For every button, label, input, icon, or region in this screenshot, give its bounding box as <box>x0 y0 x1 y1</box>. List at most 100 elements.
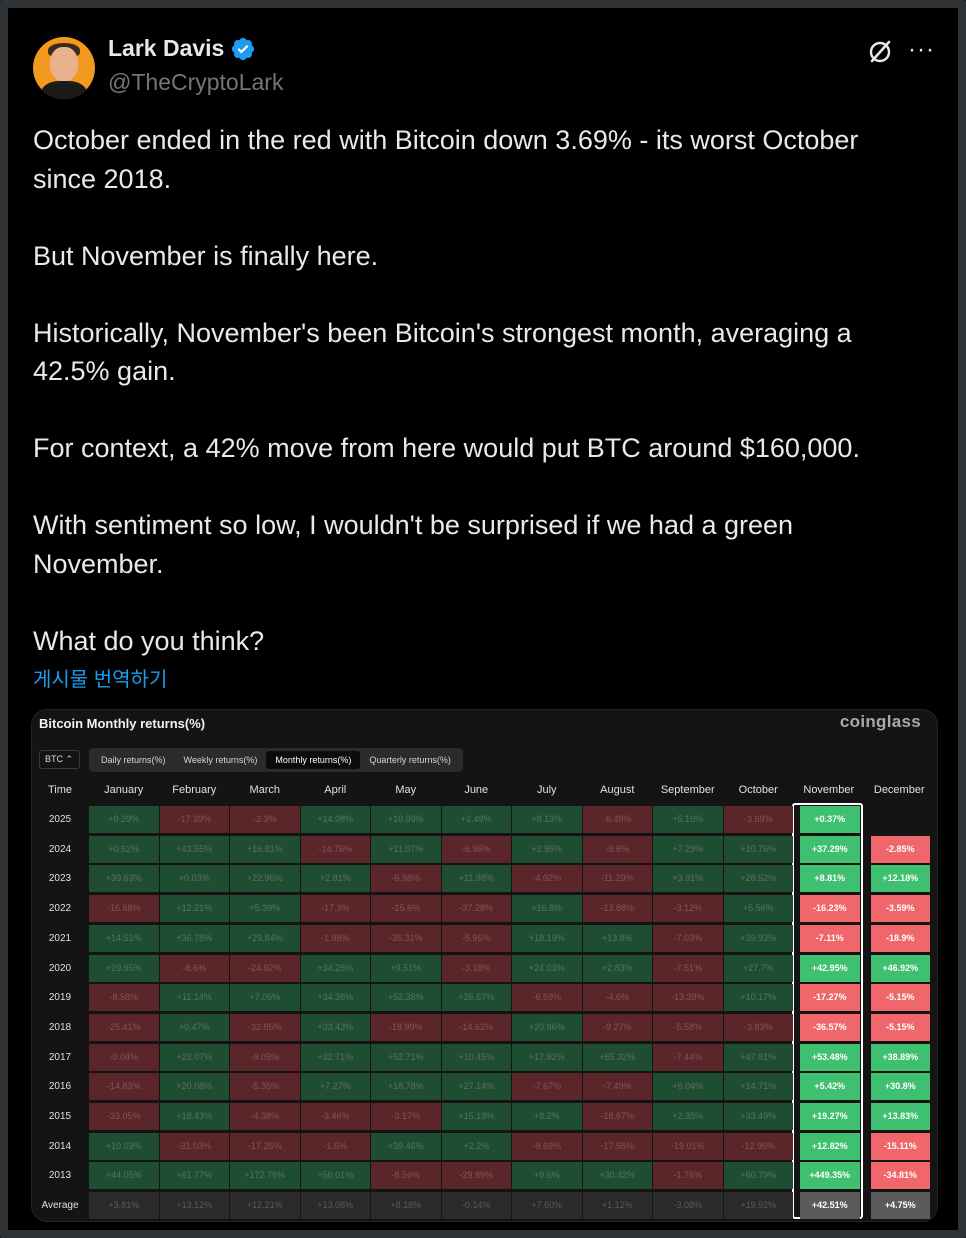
heatmap-cell: +8.2% <box>512 1103 582 1130</box>
heatmap-cell: -2.3% <box>230 806 300 833</box>
heatmap-cell: -7.11% <box>800 924 860 952</box>
row-label-2023: 2023 <box>48 873 72 885</box>
heatmap-cell: +65.32% <box>582 1043 652 1071</box>
heatmap-cell: -14.83% <box>89 1073 159 1101</box>
heatmap-cell: +30.42% <box>582 1162 652 1190</box>
row-label-2024: 2024 <box>48 843 72 855</box>
heatmap-cell: -3.69% <box>723 806 793 833</box>
heatmap-cell: -4.6% <box>582 984 652 1012</box>
heatmap-cell: +19.92% <box>723 1192 793 1220</box>
heatmap-cell: +11.07% <box>371 835 441 863</box>
heatmap-cell: -29.89% <box>441 1162 511 1190</box>
heatmap-cell: +1.12% <box>582 1192 652 1220</box>
heatmap-cell: +12.21% <box>230 1192 300 1220</box>
heatmap-cell: +29.84% <box>230 924 300 952</box>
column-header-july: July <box>536 784 557 796</box>
heatmap-cell: +0.37% <box>800 806 860 833</box>
heatmap-cell: +42.51% <box>800 1192 860 1220</box>
heatmap-cell: +61.77% <box>159 1162 229 1190</box>
heatmap-cell: +5.16% <box>653 806 723 833</box>
brand-logo: coinglass <box>839 712 921 731</box>
heatmap-cell: -8.56% <box>371 1162 441 1190</box>
heatmap-cell: +0.03% <box>159 865 229 893</box>
heatmap-cell: +3.81% <box>89 1192 159 1220</box>
heatmap-cell: -14.62% <box>441 1013 511 1041</box>
heatmap-cell: +14.08% <box>300 806 370 833</box>
heatmap-cell: -15.11% <box>870 1132 930 1160</box>
heatmap-cell: -5.15% <box>870 984 930 1012</box>
column-header-june: June <box>464 784 489 796</box>
row-label-2017: 2017 <box>48 1051 72 1063</box>
heatmap-cell: +50.01% <box>300 1162 370 1190</box>
heatmap-cell: +27.14% <box>441 1073 511 1101</box>
heatmap-cell: +13.83% <box>870 1103 930 1130</box>
heatmap-cell: -9.05% <box>230 1043 300 1071</box>
heatmap-cell: -7.67% <box>512 1073 582 1101</box>
heatmap-cell: +42.95% <box>800 954 860 982</box>
heatmap-cell: +12.21% <box>159 895 229 923</box>
heatmap-cell: +10.99% <box>371 806 441 833</box>
tab-daily-returns[interactable]: Daily returns(%) <box>101 755 166 765</box>
tab-quarterly-returns[interactable]: Quarterly returns(%) <box>369 755 451 765</box>
heatmap-cell: +18.43% <box>159 1103 229 1130</box>
author-handle[interactable]: @TheCryptoLark <box>108 69 284 95</box>
heatmap-cell: +39.63% <box>89 865 159 893</box>
heatmap-cell: -18.67% <box>582 1103 652 1130</box>
heatmap-cell: +14.71% <box>723 1073 793 1101</box>
heatmap-cell: -34.81% <box>870 1162 930 1190</box>
heatmap-cell: +11.14% <box>159 984 229 1012</box>
heatmap-cell: +17.92% <box>512 1043 582 1071</box>
tab-weekly-returns[interactable]: Weekly returns(%) <box>183 755 258 765</box>
heatmap-cell: +7.05% <box>230 984 300 1012</box>
heatmap-cell: +33.49% <box>723 1103 793 1130</box>
select-arrows-icon: ⌃ <box>65 754 74 764</box>
more-options-icon[interactable]: ··· <box>908 36 935 63</box>
heatmap-cell: -17.55% <box>582 1132 652 1160</box>
heatmap-cell: -32.85% <box>230 1013 300 1041</box>
heatmap-cell: -31.03% <box>159 1132 229 1160</box>
avatar[interactable] <box>33 37 95 99</box>
column-header-february: February <box>172 784 217 796</box>
translate-post-link[interactable]: 게시물 번역하기 <box>33 669 168 691</box>
heatmap-cell: -18.9% <box>870 924 930 952</box>
heatmap-cell: +2.35% <box>653 1103 723 1130</box>
heatmap-cell: +9.51% <box>371 954 441 982</box>
heatmap-cell: +2.2% <box>441 1132 511 1160</box>
heatmap-cell: +5.42% <box>800 1073 860 1101</box>
heatmap-cell: -3.83% <box>723 1013 793 1041</box>
heatmap-cell: +10.45% <box>441 1043 511 1071</box>
heatmap-cell: +2.95% <box>512 835 582 863</box>
heatmap-cell: +5.39% <box>230 895 300 923</box>
heatmap-cell: -3.12% <box>653 895 723 923</box>
asset-select[interactable]: BTC ⌃ <box>39 750 80 769</box>
heatmap-cell: -0.14% <box>441 1192 511 1220</box>
heatmap-cell: -4.02% <box>512 865 582 893</box>
tab-monthly-returns[interactable]: Monthly returns(%) <box>266 751 361 769</box>
column-header-august: August <box>600 784 635 796</box>
heatmap-cell: +2.49% <box>441 806 511 833</box>
avatar-face <box>50 47 78 81</box>
heatmap-cell: +39.46% <box>371 1132 441 1160</box>
heatmap-cell: +172.76% <box>230 1162 300 1190</box>
chart-title: Bitcoin Monthly returns(%) <box>39 716 206 731</box>
heatmap-cell: -17.3% <box>300 895 370 923</box>
heatmap-cell: +22.96% <box>230 865 300 893</box>
heatmap-cell: -9.69% <box>512 1132 582 1160</box>
returns-chart-card[interactable]: Bitcoin Monthly returns(%) coinglass BTC… <box>31 709 938 1222</box>
heatmap-cell: +52.71% <box>371 1043 441 1071</box>
heatmap-cell: +44.05% <box>89 1162 159 1190</box>
heatmap-cell: +6.04% <box>653 1073 723 1101</box>
heatmap-cell: +8.18% <box>371 1192 441 1220</box>
heatmap-cell: +19.27% <box>800 1103 860 1130</box>
heatmap-cell: +52.38% <box>371 984 441 1012</box>
author-name[interactable]: Lark Davis <box>108 35 225 61</box>
heatmap-cell: -6.98% <box>371 865 441 893</box>
heatmap-cell: +9.29% <box>89 806 159 833</box>
heatmap-cell: -3.46% <box>300 1103 370 1130</box>
heatmap-cell: +3.91% <box>653 865 723 893</box>
column-header-december: December <box>873 784 925 796</box>
grok-icon[interactable] <box>866 38 894 66</box>
heatmap-cell: -13.38% <box>653 984 723 1012</box>
heatmap-cell: +0.47% <box>159 1013 229 1041</box>
